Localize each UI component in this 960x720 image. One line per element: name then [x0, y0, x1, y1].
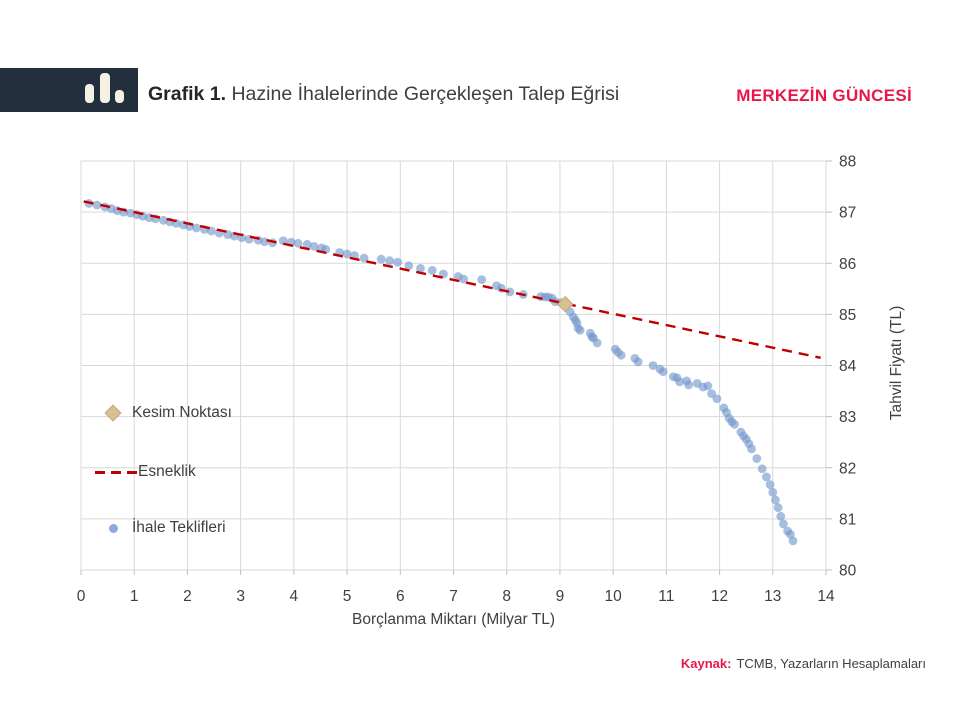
bid-data-point [752, 454, 762, 463]
chart-number-label: Grafik 1. [148, 83, 227, 105]
brand-wordmark: MERKEZİN GÜNCESİ [736, 86, 912, 105]
bid-data-point [712, 394, 722, 404]
y-tick-label: 82 [839, 460, 856, 477]
diamond-marker-icon [94, 404, 132, 422]
bid-data-point [762, 472, 771, 482]
bid-data-point [768, 487, 778, 497]
bid-data-point [309, 241, 319, 251]
bid-data-point [757, 464, 767, 474]
bid-data-point [633, 357, 643, 367]
legend-item-kesim-noktasi: Kesim Noktası [94, 401, 232, 425]
elasticity-trend-line [83, 200, 821, 360]
bar-chart-icon [85, 84, 94, 103]
bid-data-point [648, 361, 658, 370]
bid-data-point [342, 249, 352, 259]
source-text: TCMB, Yazarların Hesaplamaları [736, 656, 926, 671]
demand-curve-chart: 0 1 2 3 4 5 6 7 8 9 10 11 12 13 14 80 81 82 83 84 85 86 87 88 [0, 140, 960, 640]
y-tick-label: 86 [839, 256, 856, 273]
dashed-line-icon [95, 470, 137, 474]
bid-data-point [675, 377, 685, 387]
bid-data-point [505, 287, 515, 297]
bid-data-point [616, 350, 626, 360]
source-label: Kaynak: [680, 656, 732, 671]
bid-data-point [302, 239, 312, 249]
bid-data-point [192, 223, 201, 233]
y-tick-label: 81 [839, 511, 856, 528]
bid-data-point [293, 238, 303, 248]
bid-data-point [776, 511, 786, 521]
bid-data-point [592, 338, 602, 348]
legend-label: İhale Teklifleri [132, 519, 226, 536]
x-tick-label: 11 [658, 588, 674, 605]
x-axis-title: Borçlanma Miktarı (Milyar TL) [352, 611, 555, 628]
x-tick-label: 4 [290, 588, 299, 605]
bid-data-point [788, 536, 798, 546]
bid-data-point [393, 257, 403, 267]
y-tick-label: 85 [839, 307, 856, 324]
cutoff-point-diamond [557, 295, 574, 313]
bid-data-point [658, 367, 668, 377]
bar-chart-icon [100, 73, 110, 103]
x-tick-label: 1 [130, 588, 139, 605]
y-tick-label: 84 [839, 358, 857, 375]
bar-chart-icon [115, 90, 124, 103]
bid-data-point [771, 495, 780, 505]
legend-label: Esneklik [138, 463, 196, 480]
bid-data-point [359, 253, 369, 263]
bid-data-point [459, 274, 469, 284]
bid-data-point [416, 263, 425, 273]
bid-data-point [747, 444, 756, 454]
source-note: Kaynak: TCMB, Yazarların Hesaplamaları [681, 656, 926, 671]
bid-data-point [385, 256, 395, 266]
bid-data-point [260, 237, 269, 247]
brand-logo [0, 68, 138, 112]
y-tick-label: 88 [839, 154, 856, 171]
bid-data-point [477, 275, 487, 285]
bid-data-point [92, 200, 102, 210]
bid-data-point [684, 380, 694, 390]
y-tick-label: 83 [839, 409, 856, 426]
dot-marker-icon [94, 523, 132, 533]
y-tick-label: 87 [839, 205, 856, 222]
x-tick-label: 9 [556, 588, 565, 605]
bid-data-point [765, 480, 775, 490]
bid-data-point [404, 261, 414, 271]
x-tick-label: 14 [817, 588, 835, 605]
bid-data-point [575, 325, 585, 335]
bid-data-point [779, 519, 788, 529]
bid-data-point [376, 254, 386, 264]
bid-data-point [773, 503, 783, 513]
y-axis-title: Tahvil Fiyatı (TL) [888, 305, 905, 421]
x-tick-label: 7 [449, 588, 458, 605]
bid-data-point [730, 419, 739, 429]
chart-title-text: Hazine İhalelerinde Gerçekleşen Talep Eğ… [226, 83, 620, 105]
x-tick-label: 0 [77, 588, 86, 605]
x-tick-label: 2 [183, 588, 192, 605]
bid-data-point [278, 236, 288, 246]
x-tick-label: 3 [236, 588, 245, 605]
legend-item-esneklik: Esneklik [95, 460, 196, 484]
bid-data-point [427, 266, 437, 275]
legend-label: Kesim Noktası [132, 404, 232, 421]
x-tick-label: 8 [502, 588, 511, 605]
y-tick-label: 80 [839, 563, 857, 580]
x-tick-label: 6 [396, 588, 405, 605]
bid-data-point [703, 381, 713, 391]
bid-data-point [785, 529, 795, 539]
x-tick-label: 5 [343, 588, 352, 605]
x-tick-label: 13 [764, 588, 781, 605]
legend-item-ihale-teklifleri: İhale Teklifleri [94, 516, 226, 540]
x-tick-label: 10 [605, 588, 623, 605]
page-title: Grafik 1. Hazine İhalelerinde Gerçekleşe… [148, 83, 619, 106]
x-tick-label: 12 [711, 588, 728, 605]
